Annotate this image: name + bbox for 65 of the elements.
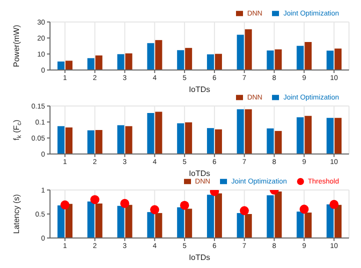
bar [125,126,132,154]
bar [125,204,132,238]
y-axis-title: Power(mW) [12,24,21,68]
bar [266,128,274,154]
bar [296,117,304,154]
bar [155,112,162,154]
bar [155,40,162,70]
bar [87,202,94,238]
bar [304,212,312,238]
bar [244,29,252,70]
bar [296,46,304,70]
bar [334,48,342,70]
bar [95,130,102,154]
bar [117,54,124,70]
bar [117,125,124,154]
x-axis-title: IoTDs [188,253,210,262]
bar [95,55,102,70]
bar [177,50,184,70]
bar [304,42,312,70]
bar [214,129,222,154]
bar [266,195,274,238]
bar [125,53,132,70]
bar [57,62,64,70]
bar [147,113,154,154]
bar [326,204,334,238]
bar [57,126,64,154]
bar [65,127,72,154]
bar [65,60,72,70]
bar [236,34,244,70]
bar [147,43,154,70]
bar [57,205,64,238]
bar [65,204,72,238]
bar [177,207,184,238]
bar [95,203,102,238]
bar [274,49,282,70]
bar [236,109,244,154]
bar [274,130,282,154]
x-axis-title: IoTDs [188,85,210,94]
bar [87,58,94,70]
bar [177,123,184,154]
bar [326,118,334,154]
bar [87,130,94,154]
bar [334,118,342,154]
bar [185,208,192,238]
bar [304,116,312,154]
bar [206,54,214,70]
bar [214,193,222,238]
bar [206,194,214,238]
y-axis-title: Latency (s) [12,194,21,234]
bar [296,212,304,238]
bar [274,191,282,238]
bar [334,204,342,238]
bar [326,50,334,70]
bar [244,214,252,238]
bar [206,128,214,154]
bar [147,212,154,238]
bar [266,50,274,70]
bar [244,109,252,154]
bar [155,213,162,238]
bar [185,122,192,154]
x-axis-title: IoTDs [188,169,210,178]
bar [236,213,244,238]
bar [214,54,222,70]
bar [185,48,192,70]
bar [117,206,124,238]
